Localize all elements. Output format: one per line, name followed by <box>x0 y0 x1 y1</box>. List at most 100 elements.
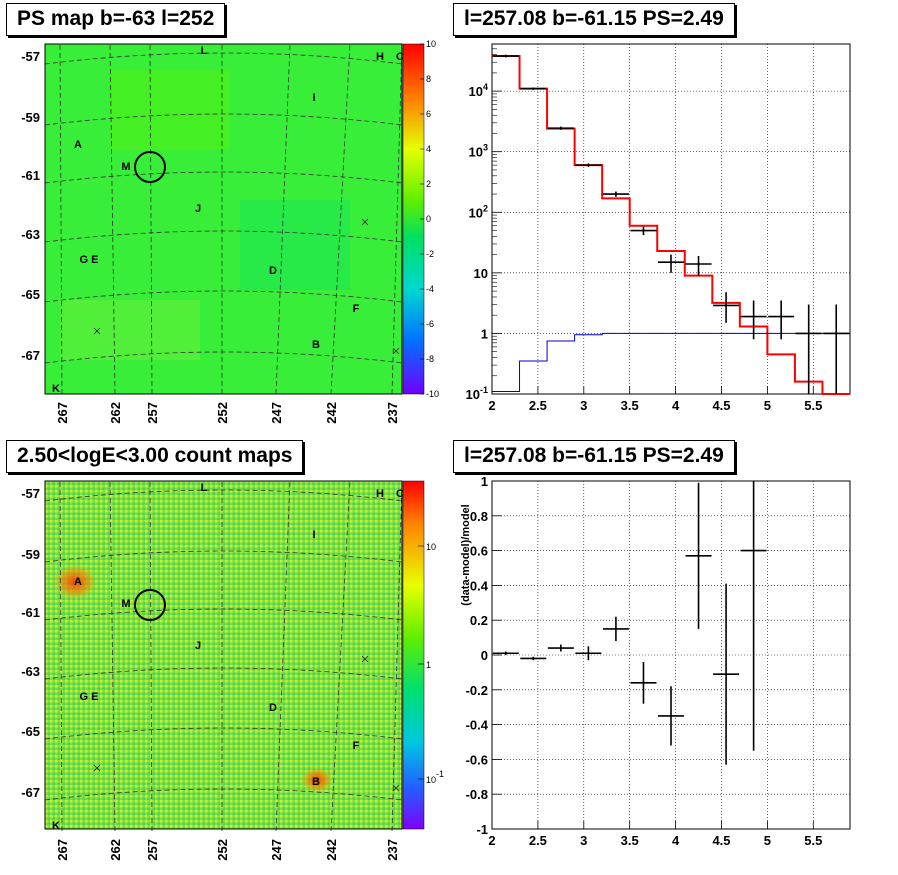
bottom-right-title: l=257.08 b=-61.15 PS=2.49 <box>453 440 735 473</box>
source-label: L <box>201 482 208 494</box>
ps-map-colorbar <box>402 43 425 395</box>
meridian-line <box>275 480 291 832</box>
y-tick-label: 10-1 <box>466 385 488 402</box>
model-step-line <box>492 55 850 395</box>
top-right-title: l=257.08 b=-61.15 PS=2.49 <box>453 3 735 36</box>
y-tick-label: 1 <box>481 326 488 341</box>
parallel-line <box>44 667 403 680</box>
ps-map-colorbar-ticks: 10 8 6 4 2 0 -2 -4 -6 -8 -10 <box>420 39 439 399</box>
count-map-coord-grid <box>44 480 403 832</box>
y-tick-label: 104 <box>469 82 488 99</box>
y-tick-label: 0.8 <box>470 509 488 524</box>
y-tick-label: -0.8 <box>466 787 488 802</box>
parallel-line <box>44 113 403 126</box>
x-tick-label: 3 <box>580 398 587 413</box>
colorbar-tick-label: 10-1 <box>426 769 444 785</box>
y-tick-label: -61 <box>21 168 40 183</box>
meridian-line <box>330 480 351 832</box>
parallel-line <box>44 351 403 364</box>
x-tick-label: 3.5 <box>621 398 639 413</box>
parallel-line <box>44 489 403 502</box>
y-tick-label: -67 <box>21 348 40 363</box>
source-marker <box>392 347 400 355</box>
ps-map-patch <box>60 300 200 360</box>
meridian-line <box>59 43 63 395</box>
y-tick-label: -65 <box>21 287 40 302</box>
colorbar-tick-label: 2 <box>426 179 431 189</box>
background-step-line <box>492 332 850 392</box>
colorbar-tick-label: -8 <box>426 354 434 364</box>
x-tick-label: 242 <box>324 402 339 424</box>
meridian-line <box>109 43 116 395</box>
source-label: D <box>269 265 277 277</box>
source-marker <box>93 327 101 335</box>
y-tick-label: 103 <box>469 143 488 160</box>
y-tick-label: 0.4 <box>470 578 489 593</box>
x-tick-label: 4 <box>672 398 680 413</box>
ps-map-coord-grid <box>44 43 403 395</box>
source-label: J <box>195 203 201 215</box>
residual-plot <box>492 481 767 765</box>
count-map-colorbar <box>402 480 425 830</box>
x-tick-label: 257 <box>145 402 160 424</box>
parallel-line <box>44 727 403 740</box>
y-tick-label: -57 <box>21 49 40 64</box>
source-circle <box>134 589 166 621</box>
meridian-line <box>330 43 351 395</box>
meridian-line <box>149 43 153 395</box>
count-map-colorbar-ticks: 10 1 10-1 <box>418 542 444 785</box>
source-label: D <box>269 702 277 714</box>
source-label: A <box>74 576 82 588</box>
source-label: C <box>396 51 404 63</box>
x-tick-label: 5.5 <box>804 833 822 848</box>
x-tick-label: 237 <box>385 402 400 424</box>
spectrum-panel: 2 2.5 3 3.5 4 4.5 5 5.5 10-1 1 10 102 103 104 <box>466 43 851 413</box>
x-tick-label: 262 <box>108 839 123 861</box>
x-tick-label: 4 <box>672 833 680 848</box>
x-tick-label: 262 <box>108 402 123 424</box>
source-label: G E <box>80 254 99 266</box>
ps-map-patch <box>240 200 350 290</box>
residual-axes: 2 2.5 3 3.5 4 4.5 5 5.5 -1 -0.8 -0.6 -0.4 -0.2 0 0.2 0.… <box>466 474 823 848</box>
count-map-x-ticks: 267 262 257 252 247 242 237 <box>55 839 400 861</box>
spectrum-frame <box>491 43 851 395</box>
source-marker <box>361 218 369 226</box>
source-label: F <box>353 303 360 315</box>
y-tick-label: 1 <box>481 474 488 489</box>
source-label: K <box>52 820 60 832</box>
y-tick-label: 0 <box>481 648 488 663</box>
source-label: M <box>121 598 130 610</box>
count-map-image <box>45 481 402 829</box>
spectrum-grid <box>492 44 850 394</box>
meridian-line <box>275 43 291 395</box>
ps-map-image <box>45 44 402 394</box>
meridian-line <box>109 480 116 832</box>
colorbar-tick-label: -10 <box>426 389 439 399</box>
source-label: F <box>353 740 360 752</box>
residual-panel: 2 2.5 3 3.5 4 4.5 5 5.5 -1 -0.8 -0.6 -0.4 -0.2 0 0.2 0.… <box>460 474 851 848</box>
y-tick-label: 0.6 <box>470 544 488 559</box>
x-tick-label: 2 <box>488 398 495 413</box>
count-map-panel: L H C I A M J G E D F B K 267 262 257 252 247 242 237 -57… <box>21 480 444 861</box>
x-tick-label: 257 <box>145 839 160 861</box>
y-tick-label: -0.4 <box>466 718 489 733</box>
parallel-line <box>44 788 403 801</box>
ps-map-y-ticks: -57 -59 -61 -63 -65 -67 <box>21 49 40 363</box>
source-label: M <box>121 161 130 173</box>
x-tick-label: 267 <box>55 402 70 424</box>
x-tick-label: 2.5 <box>529 398 547 413</box>
x-tick-label: 4.5 <box>712 833 730 848</box>
colorbar-tick-label: 10 <box>426 39 436 49</box>
count-map-frame <box>44 480 403 830</box>
x-tick-label: 267 <box>55 839 70 861</box>
y-tick-label: 0.2 <box>470 613 488 628</box>
ps-map-frame <box>44 43 403 395</box>
x-tick-label: 237 <box>385 839 400 861</box>
x-tick-label: 247 <box>269 839 284 861</box>
colorbar-tick-label: -6 <box>426 319 434 329</box>
residual-grid <box>492 481 850 829</box>
spectrum-plot <box>492 54 850 395</box>
x-tick-label: 5.5 <box>804 398 822 413</box>
source-marker <box>392 784 400 792</box>
